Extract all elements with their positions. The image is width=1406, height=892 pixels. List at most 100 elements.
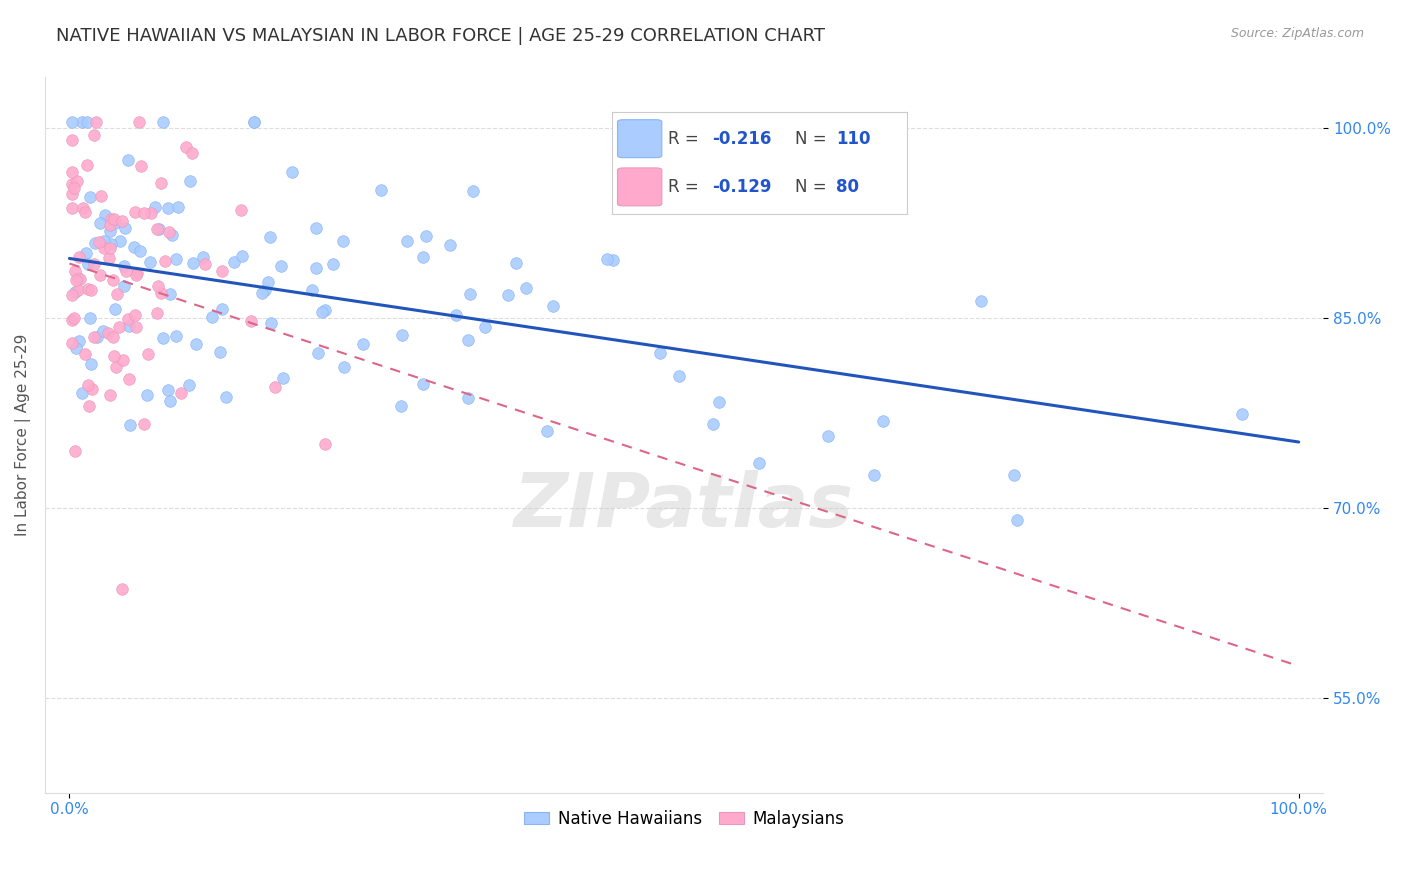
Native Hawaiians bbox=[93, 234, 115, 248]
Native Hawaiians bbox=[596, 252, 619, 267]
Malaysians bbox=[90, 188, 112, 202]
Malaysians bbox=[136, 346, 159, 360]
Native Hawaiians bbox=[305, 261, 328, 276]
Malaysians bbox=[65, 273, 87, 287]
Malaysians bbox=[124, 320, 146, 334]
Malaysians bbox=[89, 268, 111, 282]
Malaysians bbox=[125, 266, 148, 280]
Native Hawaiians bbox=[872, 414, 894, 428]
Native Hawaiians bbox=[104, 301, 127, 316]
Native Hawaiians bbox=[108, 234, 131, 248]
Y-axis label: In Labor Force | Age 25-29: In Labor Force | Age 25-29 bbox=[15, 334, 31, 536]
Native Hawaiians bbox=[474, 319, 496, 334]
Malaysians bbox=[134, 417, 156, 431]
Native Hawaiians bbox=[224, 255, 246, 269]
Native Hawaiians bbox=[122, 239, 145, 253]
Malaysians bbox=[105, 286, 128, 301]
Native Hawaiians bbox=[91, 324, 114, 338]
Malaysians bbox=[87, 235, 110, 250]
Text: -0.129: -0.129 bbox=[711, 178, 772, 196]
Malaysians bbox=[124, 308, 146, 322]
Text: R =: R = bbox=[668, 129, 704, 148]
Native Hawaiians bbox=[307, 346, 329, 360]
Native Hawaiians bbox=[86, 330, 108, 344]
Native Hawaiians bbox=[748, 456, 770, 470]
Native Hawaiians bbox=[270, 259, 292, 273]
Native Hawaiians bbox=[156, 201, 179, 215]
Native Hawaiians bbox=[273, 371, 295, 385]
Native Hawaiians bbox=[152, 331, 174, 345]
Native Hawaiians bbox=[281, 165, 304, 179]
Malaysians bbox=[146, 222, 169, 236]
Native Hawaiians bbox=[707, 395, 730, 409]
Native Hawaiians bbox=[1005, 513, 1028, 527]
Native Hawaiians bbox=[1002, 468, 1025, 483]
Native Hawaiians bbox=[396, 234, 419, 248]
Native Hawaiians bbox=[515, 281, 537, 295]
Malaysians bbox=[101, 272, 124, 286]
Malaysians bbox=[211, 264, 233, 278]
Text: NATIVE HAWAIIAN VS MALAYSIAN IN LABOR FORCE | AGE 25-29 CORRELATION CHART: NATIVE HAWAIIAN VS MALAYSIAN IN LABOR FO… bbox=[56, 27, 825, 45]
Native Hawaiians bbox=[391, 328, 413, 343]
Native Hawaiians bbox=[458, 287, 481, 301]
Native Hawaiians bbox=[352, 336, 374, 351]
Native Hawaiians bbox=[257, 276, 280, 290]
Malaysians bbox=[103, 211, 125, 226]
Malaysians bbox=[101, 330, 124, 344]
Malaysians bbox=[314, 437, 336, 451]
Native Hawaiians bbox=[75, 246, 97, 260]
Malaysians bbox=[60, 165, 83, 179]
Malaysians bbox=[60, 335, 83, 350]
Malaysians bbox=[60, 177, 83, 191]
Native Hawaiians bbox=[389, 399, 412, 413]
Malaysians bbox=[146, 279, 169, 293]
Native Hawaiians bbox=[817, 429, 839, 443]
Malaysians bbox=[60, 186, 83, 201]
Native Hawaiians bbox=[505, 256, 527, 270]
Native Hawaiians bbox=[118, 319, 141, 334]
Native Hawaiians bbox=[186, 337, 208, 351]
Native Hawaiians bbox=[1230, 408, 1253, 422]
Native Hawaiians bbox=[80, 357, 103, 371]
Native Hawaiians bbox=[63, 285, 86, 299]
Native Hawaiians bbox=[301, 283, 323, 297]
Malaysians bbox=[83, 128, 105, 142]
Native Hawaiians bbox=[209, 344, 232, 359]
Native Hawaiians bbox=[305, 221, 328, 235]
Native Hawaiians bbox=[117, 153, 139, 167]
Native Hawaiians bbox=[412, 250, 434, 264]
Native Hawaiians bbox=[541, 299, 564, 313]
Native Hawaiians bbox=[167, 200, 190, 214]
Native Hawaiians bbox=[970, 293, 993, 308]
Malaysians bbox=[77, 399, 100, 413]
Native Hawaiians bbox=[668, 368, 690, 383]
Native Hawaiians bbox=[314, 302, 336, 317]
Native Hawaiians bbox=[165, 329, 187, 343]
Native Hawaiians bbox=[862, 467, 884, 482]
Malaysians bbox=[76, 158, 98, 172]
Native Hawaiians bbox=[215, 390, 238, 404]
Malaysians bbox=[98, 241, 121, 255]
Native Hawaiians bbox=[89, 216, 111, 230]
Malaysians bbox=[118, 371, 141, 385]
Native Hawaiians bbox=[259, 316, 281, 330]
Text: N =: N = bbox=[794, 129, 831, 148]
Native Hawaiians bbox=[333, 359, 356, 374]
Native Hawaiians bbox=[159, 286, 181, 301]
Malaysians bbox=[139, 206, 162, 220]
Malaysians bbox=[63, 443, 86, 458]
Malaysians bbox=[60, 288, 83, 302]
Malaysians bbox=[63, 181, 86, 195]
Malaysians bbox=[170, 386, 193, 401]
Malaysians bbox=[111, 582, 134, 596]
Malaysians bbox=[75, 347, 97, 361]
Native Hawaiians bbox=[412, 377, 434, 392]
Malaysians bbox=[76, 377, 98, 392]
Native Hawaiians bbox=[76, 257, 98, 271]
Malaysians bbox=[153, 254, 176, 268]
Malaysians bbox=[264, 380, 287, 394]
Malaysians bbox=[98, 388, 121, 402]
Native Hawaiians bbox=[322, 257, 344, 271]
Native Hawaiians bbox=[461, 184, 484, 198]
Text: N =: N = bbox=[794, 178, 831, 196]
